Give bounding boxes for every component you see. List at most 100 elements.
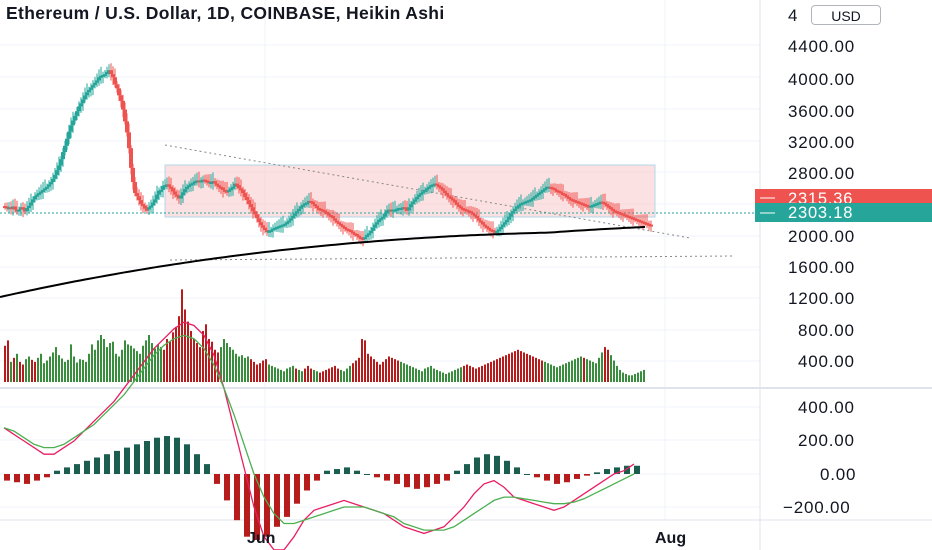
volume-bar [202,330,204,382]
volume-bar [481,365,483,382]
volume-bar [523,352,525,382]
candle-body-down [175,194,179,197]
volume-bar [391,357,393,382]
volume-bar [7,340,9,382]
candle-body-down [311,201,315,205]
candle-body-down [243,193,247,197]
volume-bar [193,339,195,382]
time-tick-label: Aug [655,530,686,547]
volume-bar [403,363,405,382]
volume-bar [187,321,189,382]
volume-bar [556,367,558,382]
volume-bar [631,375,633,382]
chart-title: Ethereum / U.S. Dollar, 1D, COINBASE, He… [6,3,445,23]
histogram-bar [224,474,230,501]
candle-body-up [425,188,429,191]
candle-body-up [155,194,159,200]
candle-body-down [135,193,139,197]
candle-body-up [179,195,183,199]
volume-bar [454,369,456,382]
histogram-bar [604,469,610,474]
volume-bar [130,345,132,382]
volume-bar [613,360,615,382]
currency-button[interactable]: USD [811,5,881,25]
histogram-bar [24,474,30,484]
volume-bar [106,347,108,382]
histogram-bar [54,470,60,474]
candle-body-down [169,186,173,189]
volume-bar [406,364,408,382]
volume-bar [469,365,471,382]
histogram-bar [414,474,420,489]
volume-bar [253,361,255,382]
candle-body-up [65,138,69,146]
volume-bar [67,359,69,382]
volume-bar [268,364,270,382]
volume-bar [385,359,387,382]
candle-body-down [221,187,225,190]
volume-bar [445,373,447,382]
candle-body-up [541,189,545,192]
candle-body-down [447,195,451,198]
candle-body-up [147,207,151,210]
candle-body-up [185,186,189,190]
volume-bar [160,347,162,382]
volume-bar [70,344,72,382]
candle-body-up [69,125,73,132]
candle-body-down [449,196,453,199]
candle-body-down [337,222,341,225]
volume-bar [19,361,21,382]
candle-body-down [127,132,131,149]
histogram-bar [614,467,620,474]
volume-bar [490,361,492,382]
volume-bar [115,353,117,382]
volume-bar [460,367,462,382]
candle-body-up [105,71,109,75]
volume-bar [505,355,507,382]
candle-body-down [119,95,123,101]
candle-body-down [13,206,17,210]
price-tick-label-partial: 4 [788,6,797,25]
volume-bar [442,372,444,382]
candle-body-up [427,186,431,189]
candle-body-up [419,193,423,196]
volume-bar [94,349,96,382]
candle-body-down [483,224,487,227]
histogram-bar [104,454,110,474]
candle-body-up [513,208,517,212]
candle-body-down [259,222,263,226]
histogram-bar [184,444,190,474]
candle-body-up [375,222,379,225]
candle-body-up [79,103,83,107]
candle-body-down [327,213,331,216]
candle-body-up [283,223,287,226]
volume-bar [175,326,177,382]
candle-body-up [229,188,233,191]
volume-bars [4,289,645,382]
candle-body-up [507,216,511,220]
volume-bar [310,368,312,382]
volume-bar [190,330,192,382]
volume-bar [109,343,111,382]
volume-bar [376,361,378,382]
volume-bar [223,339,225,382]
candle-body-up [31,199,35,203]
histogram-bar [374,474,380,478]
volume-bar [238,356,240,382]
volume-bar [133,348,135,382]
candle-body-down [451,198,455,201]
candle-body-down [605,204,609,207]
volume-bar [436,369,438,382]
volume-bar [364,340,366,382]
candle-body-down [443,190,447,194]
candle-body-up [89,87,93,90]
volume-bar [325,369,327,382]
volume-bar [529,355,531,382]
candle-body-down [479,220,483,223]
volume-bar [79,359,81,382]
volume-bar [433,368,435,382]
candle-body-up [365,234,369,238]
price-tick-label: 1600.00 [788,258,855,277]
candle-body-up [59,159,63,166]
